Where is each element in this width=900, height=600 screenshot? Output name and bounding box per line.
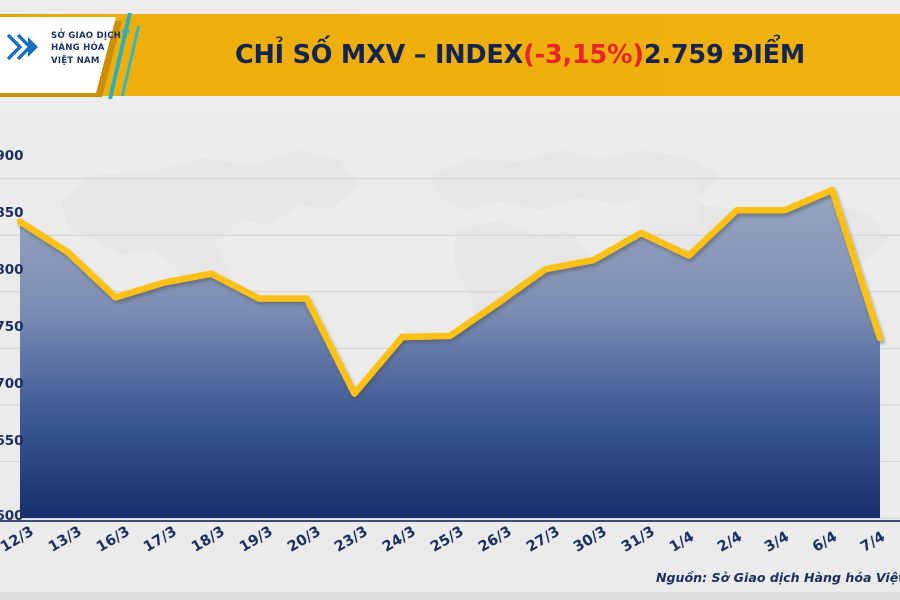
y-axis-label: 2800	[0, 262, 24, 278]
x-axis-label: 7/4	[858, 528, 889, 556]
x-axis-label: 19/3	[236, 523, 276, 556]
x-axis-label: 24/3	[380, 523, 419, 556]
x-axis-label: 13/3	[45, 523, 85, 556]
chart-plot	[0, 178, 900, 519]
y-axis-label: 2600	[0, 508, 24, 520]
x-axis-label: 30/3	[571, 523, 611, 556]
x-axis-label: 12/3	[0, 523, 37, 556]
header-banner: SỞ GIAO DỊCHTM HÀNG HÓA VIỆT NAM CHỈ SỐ …	[0, 0, 900, 110]
x-axis-label: 2/4	[714, 528, 745, 556]
source-caption: Nguồn: Sở Giao dịch Hàng hóa Việt Nam	[656, 570, 900, 585]
chart-area-fill	[20, 189, 880, 518]
logo-plate	[0, 17, 116, 93]
chart-container: 2900 2850 2800 2750 2700 2650 2600	[0, 110, 900, 520]
title-change-percent: (-3,15%)	[523, 40, 644, 70]
x-axis: 12/3 13/3 16/3 17/3 18/3 19/3 20/3 23/3 24/3 25/3…	[0, 520, 900, 600]
x-axis-label: 23/3	[332, 523, 372, 556]
x-axis-label: 27/3	[523, 523, 563, 556]
chart-data-line	[16, 186, 884, 397]
logo-trademark: TM	[121, 30, 130, 37]
x-axis-label: 6/4	[810, 528, 841, 556]
x-axis-label: 25/3	[428, 523, 467, 556]
x-axis-label: 3/4	[762, 528, 793, 556]
y-axis-label: 2900	[0, 148, 24, 164]
logo-line-3: VIỆT NAM	[51, 55, 100, 66]
y-axis-label: 2750	[0, 319, 24, 335]
y-axis-label: 2700	[0, 376, 24, 392]
brand-logo: SỞ GIAO DỊCHTM HÀNG HÓA VIỆT NAM	[4, 27, 130, 67]
y-axis-label: 2650	[0, 433, 24, 449]
brand-logo-text: SỞ GIAO DỊCHTM HÀNG HÓA VIỆT NAM	[51, 27, 130, 66]
x-axis-label: 31/3	[619, 523, 658, 556]
x-axis-label: 26/3	[475, 523, 515, 556]
x-axis-label: 16/3	[93, 523, 133, 556]
title-index-value: 2.759 ĐIỂM	[643, 40, 806, 70]
x-axis-label: 18/3	[189, 523, 228, 556]
x-axis-label: 17/3	[141, 523, 181, 556]
chevron-logo-icon	[6, 33, 38, 61]
x-axis-label: 1/4	[666, 528, 697, 556]
footer-strip	[0, 592, 900, 600]
x-axis-rule	[0, 520, 900, 522]
x-axis-label: 20/3	[284, 523, 324, 556]
title-main-text: CHỈ SỐ MXV – INDEX	[234, 40, 524, 70]
page-title: CHỈ SỐ MXV – INDEX (-3,15%) 2.759 ĐIỂM	[150, 14, 890, 96]
logo-line-1: SỞ GIAO DỊCH	[51, 31, 122, 42]
logo-line-2: HÀNG HÓA	[51, 43, 105, 54]
y-axis-label: 2850	[0, 205, 24, 221]
header-band-gradient	[0, 14, 900, 96]
